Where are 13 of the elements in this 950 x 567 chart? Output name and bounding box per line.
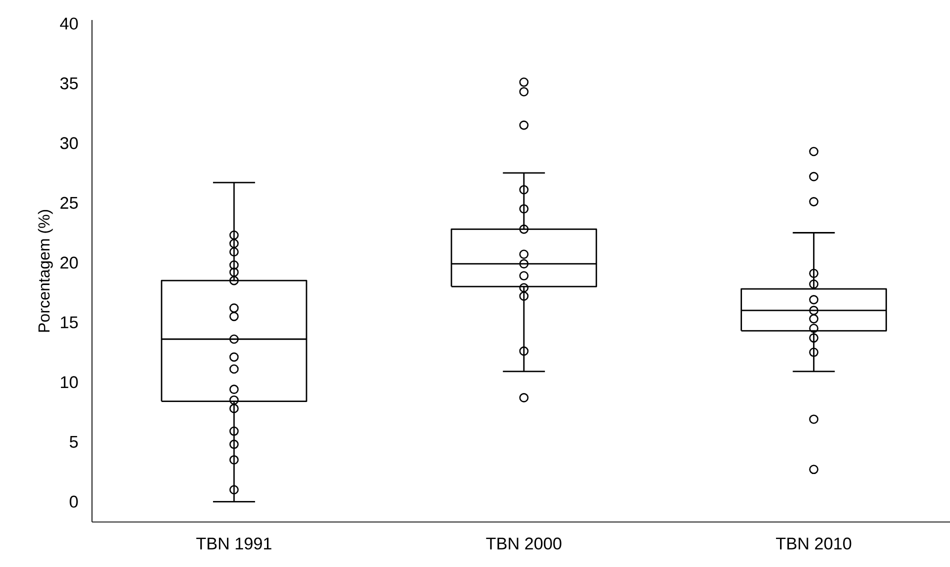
- y-tick-label: 15: [60, 316, 78, 328]
- y-tick-label: 20: [60, 256, 78, 269]
- x-tick-label: TBN 1991: [196, 538, 272, 550]
- y-axis-title: Porcentagem (%): [38, 210, 53, 332]
- y-tick-label: 40: [60, 18, 78, 30]
- y-tick-label: 35: [60, 77, 78, 90]
- x-tick-label: TBN 2010: [776, 538, 852, 550]
- y-tick-label: 5: [70, 436, 78, 448]
- y-tick-label: 0: [70, 496, 78, 508]
- x-tick-label: TBN 2000: [486, 538, 562, 550]
- y-tick-label: 10: [60, 376, 78, 388]
- y-tick-label: 30: [60, 137, 78, 150]
- y-tick-label: 25: [60, 196, 78, 209]
